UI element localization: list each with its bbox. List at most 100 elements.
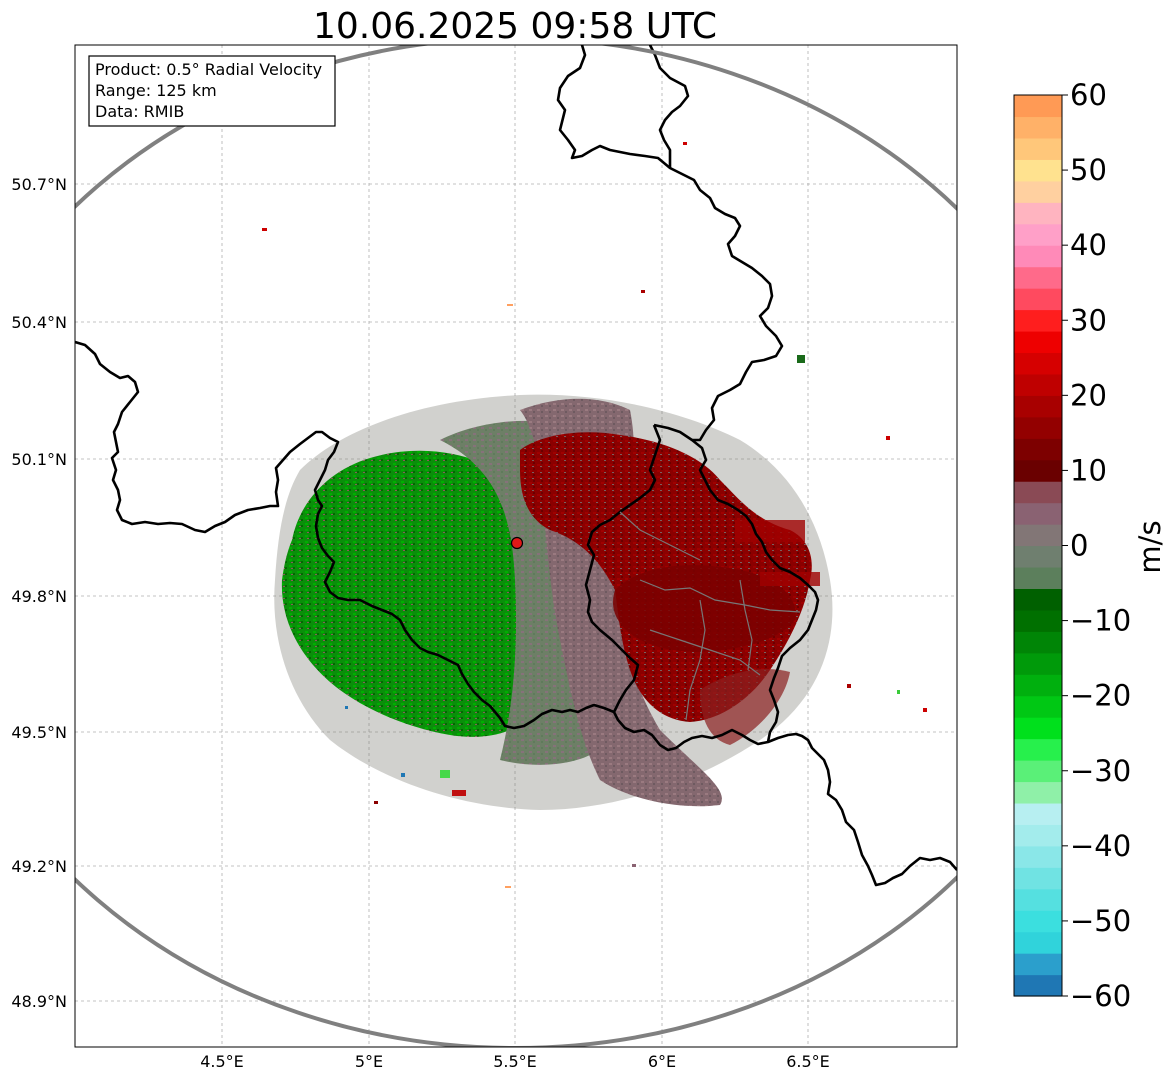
colorbar-swatch [1014, 288, 1062, 311]
info-data-source: Data: RMIB [95, 102, 184, 121]
colorbar-swatch [1014, 395, 1062, 418]
colorbar-tick-label: 40 [1070, 228, 1107, 262]
colorbar-swatch [1014, 674, 1062, 697]
admin-boundary-4 [685, 599, 706, 721]
colorbar-tick-label: 20 [1070, 378, 1107, 412]
y-tick-label: 49.2°N [11, 857, 67, 876]
colorbar-ticks: 60 50 40 30 20 10 0 −10 −20 −30 −40 −50 −60 [1062, 78, 1131, 1013]
colorbar-swatch [1014, 502, 1062, 525]
colorbar-swatch [1014, 738, 1062, 761]
echo-pixel [505, 886, 511, 888]
echo-pixel [345, 706, 348, 709]
border-germany-north [556, 45, 784, 442]
border-germany-north-tip [648, 45, 690, 168]
x-tick-label: 5.5°E [493, 1052, 537, 1071]
echo-zero-band [440, 420, 610, 765]
x-tick-label: 6°E [648, 1052, 676, 1071]
colorbar-tick-label: 30 [1070, 303, 1107, 337]
colorbar-swatch [1014, 180, 1062, 203]
colorbar-swatch [1014, 352, 1062, 375]
colorbar-swatch [1014, 159, 1062, 182]
admin-boundary-1 [619, 511, 701, 561]
colorbar-swatch [1014, 416, 1062, 439]
country-borders [75, 45, 957, 887]
colorbar-swatch [1014, 824, 1062, 847]
y-tick-label: 49.8°N [11, 587, 67, 606]
colorbar-swatch [1014, 245, 1062, 268]
colorbar-swatch [1014, 888, 1062, 911]
border-belgium-france [75, 340, 957, 887]
info-box-frame [88, 55, 336, 127]
border-luxembourg-west [584, 424, 662, 713]
admin-boundary-5 [739, 579, 753, 671]
y-tick-label: 50.4°N [11, 313, 67, 332]
colorbar-tick-label: 10 [1070, 453, 1107, 487]
colorbar-tick-label: −10 [1070, 604, 1131, 638]
admin-boundary-2 [639, 579, 801, 613]
colorbar-swatch [1014, 438, 1062, 461]
colorbar-swatch [1014, 631, 1062, 654]
colorbar-label: m/s [1133, 520, 1167, 573]
echo-streak-east-2 [760, 572, 820, 586]
info-box: Product: 0.5° Radial Velocity Range: 125… [88, 55, 336, 127]
colorbar-swatch [1014, 845, 1062, 868]
echo-pixel [847, 684, 851, 688]
echo-pixel [401, 773, 405, 777]
echo-pixel [632, 864, 636, 867]
y-axis: 50.7°N 50.4°N 50.1°N 49.8°N 49.5°N 49.2°… [11, 175, 67, 1011]
echo-pixel [507, 304, 513, 306]
colorbar-swatch [1014, 652, 1062, 675]
echo-pixel [797, 355, 805, 363]
colorbar-swatch [1014, 974, 1062, 997]
colorbar-tick-label: 0 [1070, 529, 1088, 563]
colorbar-swatch [1014, 137, 1062, 160]
colorbar-swatch [1014, 481, 1062, 504]
echo-pixel [262, 228, 267, 231]
colorbar-tick-label: 60 [1070, 78, 1107, 112]
echo-pixel [897, 690, 900, 694]
x-tick-label: 4.5°E [200, 1052, 244, 1071]
colorbar-swatch [1014, 202, 1062, 225]
plot-frame [74, 44, 958, 1048]
map-title: 10.06.2025 09:58 UTC [313, 6, 717, 47]
echo-pixel [452, 790, 466, 796]
echo-pixel [440, 770, 450, 778]
y-tick-label: 49.5°N [11, 723, 67, 742]
radar-site-marker [510, 536, 524, 550]
colorbar-swatch [1014, 373, 1062, 396]
colorbar-swatch [1014, 330, 1062, 354]
colorbar-tick-label: −50 [1070, 904, 1131, 938]
colorbar-tick-label: −20 [1070, 679, 1131, 713]
colorbar-swatch [1014, 566, 1062, 589]
colorbar-swatch [1014, 931, 1062, 954]
colorbar-swatch [1014, 266, 1062, 289]
echo-pixel [641, 290, 645, 293]
admin-boundaries [619, 511, 801, 721]
echo-inbound-green [281, 450, 525, 737]
echo-streak-east-1 [735, 520, 805, 542]
y-tick-label: 50.7°N [11, 175, 67, 194]
colorbar-swatch [1014, 459, 1062, 482]
colorbar-swatch [1014, 910, 1062, 933]
y-tick-label: 48.9°N [11, 992, 67, 1011]
x-axis: 4.5°E 5°E 5.5°E 6°E 6.5°E [200, 1052, 830, 1071]
colorbar-swatch [1014, 588, 1062, 611]
echo-pixel [683, 142, 687, 145]
colorbar-tick-label: −60 [1070, 979, 1131, 1013]
colorbar-swatch [1014, 760, 1062, 783]
colorbar-swatch [1014, 116, 1062, 139]
border-luxembourg-east [653, 423, 820, 743]
colorbar-swatch [1014, 95, 1062, 118]
info-product: Product: 0.5° Radial Velocity [95, 60, 322, 79]
info-range: Range: 125 km [95, 81, 217, 100]
colorbar-swatch [1014, 609, 1062, 632]
y-tick-label: 50.1°N [11, 450, 67, 469]
echo-pixel [886, 436, 890, 440]
colorbar-tick-label: −30 [1070, 754, 1131, 788]
colorbar-swatch [1014, 781, 1062, 804]
colorbar-swatch [1014, 524, 1062, 547]
colorbar-tick-label: 50 [1070, 153, 1107, 187]
colorbar-swatch [1014, 309, 1062, 332]
x-tick-label: 6.5°E [786, 1052, 830, 1071]
